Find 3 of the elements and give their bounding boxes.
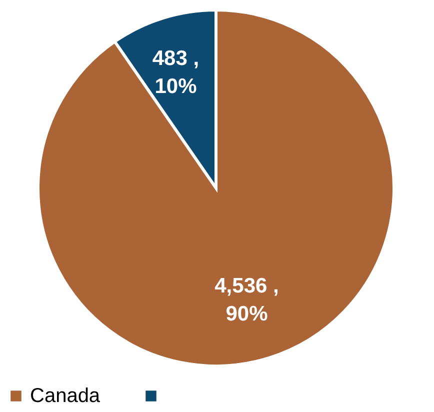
data-label: 483 , 10% [152,46,200,98]
data-label: 4,536 , 90% [214,274,279,326]
legend-label: Canada [30,385,101,407]
